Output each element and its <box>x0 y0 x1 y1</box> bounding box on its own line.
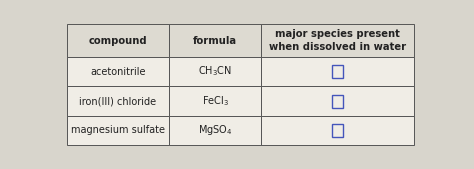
Bar <box>169 57 261 86</box>
Text: major species present
when dissolved in water: major species present when dissolved in … <box>269 29 406 52</box>
Text: acetonitrile: acetonitrile <box>90 67 146 77</box>
Bar <box>169 86 261 116</box>
Bar <box>66 57 169 86</box>
Bar <box>261 116 414 145</box>
Text: compound: compound <box>89 35 147 45</box>
Bar <box>332 65 343 78</box>
Bar <box>66 24 169 57</box>
Text: formula: formula <box>193 35 237 45</box>
Bar <box>66 116 169 145</box>
Bar <box>332 94 343 107</box>
Bar <box>261 57 414 86</box>
Text: MgSO$_4$: MgSO$_4$ <box>198 124 232 137</box>
Bar <box>169 24 261 57</box>
Bar <box>332 124 343 137</box>
Text: magnesium sulfate: magnesium sulfate <box>71 125 165 136</box>
Bar <box>169 116 261 145</box>
Bar <box>66 86 169 116</box>
Text: FeCl$_3$: FeCl$_3$ <box>201 94 228 108</box>
Text: iron(III) chloride: iron(III) chloride <box>79 96 156 106</box>
Text: CH$_3$CN: CH$_3$CN <box>198 65 232 78</box>
Bar <box>261 24 414 57</box>
Bar <box>261 86 414 116</box>
